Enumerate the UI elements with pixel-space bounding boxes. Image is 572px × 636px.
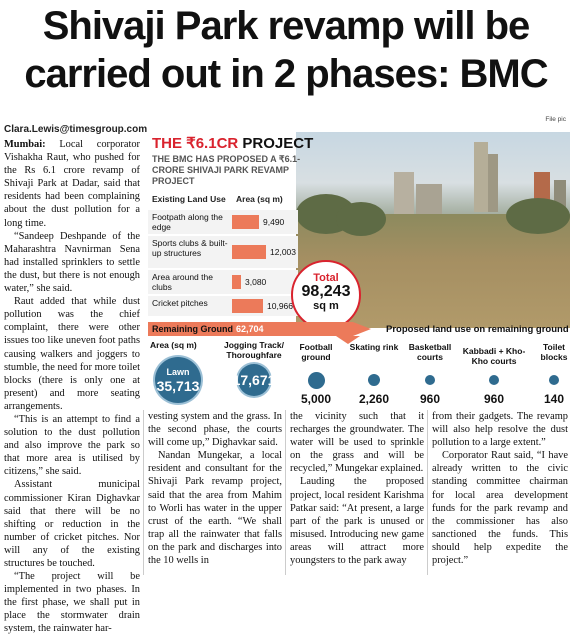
- arrow-down-icon: [336, 336, 360, 344]
- bubble-name-label: Football ground: [299, 342, 333, 362]
- article-paragraph: Raut added that while dust pollution was…: [4, 296, 140, 412]
- land-use-label: Sports clubs & built-up structures: [152, 238, 228, 258]
- title-word: PROJECT: [242, 135, 314, 152]
- article-column-4: from their gadgets. The revamp will also…: [432, 410, 568, 567]
- land-use-label: Area around the clubs: [152, 272, 213, 292]
- column-divider: [143, 410, 144, 575]
- bubble-value-label: 5,000: [300, 392, 332, 406]
- remaining-ground-bar: Remaining Ground 62,704: [148, 322, 353, 336]
- infographic-title: THE ₹6.1CR PROJECT: [152, 134, 313, 152]
- bubble-value-label: 960: [483, 392, 505, 406]
- article-paragraph: Assistant municipal commissioner Kiran D…: [4, 479, 140, 569]
- dateline: Mumbai:: [4, 139, 46, 150]
- land-use-value: 12,003: [270, 247, 296, 257]
- byline-email[interactable]: Clara.Lewis@timesgroup.com: [4, 124, 148, 135]
- article-paragraph: “Sandeep Deshpande of the Maharashtra Na…: [4, 230, 140, 295]
- bubble-lawn: [155, 357, 201, 403]
- article-paragraph: the vicinity such that it recharges the …: [290, 411, 424, 475]
- article-paragraph: Lauding the proposed project, local resi…: [290, 476, 424, 567]
- building-image: [416, 184, 442, 214]
- bubble-name-label: Skating rink: [349, 342, 399, 352]
- tree-image: [336, 202, 386, 236]
- bubble-value-label: 960: [419, 392, 441, 406]
- total-label: Total: [313, 272, 339, 284]
- land-use-bar: [232, 245, 266, 259]
- bubble-basketball-courts: [425, 375, 435, 385]
- bubble-name-label: Lawn: [166, 367, 190, 377]
- headline: Shivaji Park revamp will be carried out …: [4, 2, 568, 98]
- bubble-name-label: Toilet blocks: [540, 342, 568, 362]
- bubble-toilet-blocks: [549, 375, 559, 385]
- table-header-land-use: Existing Land Use: [152, 194, 226, 204]
- article-paragraph: Mumbai: Local corporator Vishakha Raut, …: [4, 138, 140, 230]
- column-divider: [285, 410, 286, 575]
- land-use-label: Cricket pitches: [152, 298, 208, 308]
- proposed-land-use-heading: Proposed land use on remaining ground: [386, 324, 569, 335]
- total-area-circle: Total 98,243 sq m: [291, 260, 361, 330]
- land-use-row: Cricket pitches 10,966: [148, 296, 298, 316]
- bubble-name-label: Kabbadi + Kho-Kho courts: [462, 346, 526, 366]
- article-paragraph: Nandan Mungekar, a local resident and co…: [148, 450, 282, 567]
- remaining-ground-label: Remaining Ground: [152, 324, 233, 334]
- headline-line-1: Shivaji Park revamp will be: [42, 4, 531, 48]
- total-value: 98,243: [301, 283, 351, 300]
- table-header-area: Area (sq m): [236, 194, 283, 204]
- bubble-area-label: Area (sq m): [150, 340, 197, 350]
- photo-credit: File pic: [545, 116, 566, 123]
- land-use-value: 10,966: [267, 301, 293, 311]
- article-column-2: vesting system and the grass. In the sec…: [148, 410, 282, 567]
- bubble-kabbadi-kho-kho-courts: [489, 375, 499, 385]
- tree-image: [506, 198, 570, 234]
- land-use-value: 9,490: [263, 217, 285, 227]
- bubble-value-label: 140: [543, 392, 565, 406]
- bubble-value-label: 35,713: [156, 378, 200, 394]
- paragraph-text: Local corporator Vishakha Raut, who push…: [4, 139, 140, 229]
- article-column-1: Mumbai: Local corporator Vishakha Raut, …: [4, 138, 140, 636]
- land-use-value: 3,080: [245, 277, 267, 287]
- bubble-value-label: 17,671: [232, 372, 276, 388]
- land-use-bar: [232, 275, 241, 289]
- skyscraper-image: [474, 142, 488, 212]
- total-unit: sq m: [313, 300, 339, 312]
- land-use-bar: [232, 215, 259, 229]
- skyscraper-image: [488, 154, 498, 212]
- article-column-3: the vicinity such that it recharges the …: [290, 410, 424, 567]
- building-image: [394, 172, 414, 214]
- bubble-football-ground: [307, 371, 325, 389]
- article-paragraph: “The project will be implemented in two …: [4, 571, 140, 635]
- remaining-ground-value: 62,704: [236, 324, 264, 334]
- bubble-jogging-track-thoroughfare: [238, 364, 270, 396]
- column-divider: [427, 410, 428, 575]
- land-use-bar: [232, 299, 263, 313]
- bubble-name-label: Basketball courts: [408, 342, 452, 362]
- infographic: THE ₹6.1CR PROJECT THE BMC HAS PROPOSED …: [146, 132, 570, 406]
- land-use-row: Sports clubs & built-up structures 12,003: [148, 236, 298, 268]
- headline-line-2: carried out in 2 phases: BMC: [24, 52, 548, 96]
- article-paragraph: vesting system and the grass. In the sec…: [148, 411, 282, 449]
- land-use-row: Footpath along the edge 9,490: [148, 210, 298, 234]
- arrow-right-icon: [353, 322, 371, 336]
- article-paragraph: Corporator Raut said, “I have already wr…: [432, 450, 568, 567]
- land-use-row: Area around the clubs 3,080: [148, 270, 298, 294]
- bubble-skating-rink: [368, 374, 380, 386]
- article-paragraph: “This is an attempt to find a solution t…: [4, 413, 140, 478]
- bubble-value-label: 2,260: [358, 392, 390, 406]
- infographic-subtitle: THE BMC HAS PROPOSED A ₹6.1-CRORE SHIVAJ…: [152, 154, 301, 186]
- title-amount: THE ₹6.1CR: [152, 135, 239, 152]
- bubble-name-label: Jogging Track/ Thoroughfare: [224, 340, 284, 360]
- article-paragraph: from their gadgets. The revamp will also…: [432, 411, 568, 449]
- land-use-label: Footpath along the edge: [152, 212, 223, 232]
